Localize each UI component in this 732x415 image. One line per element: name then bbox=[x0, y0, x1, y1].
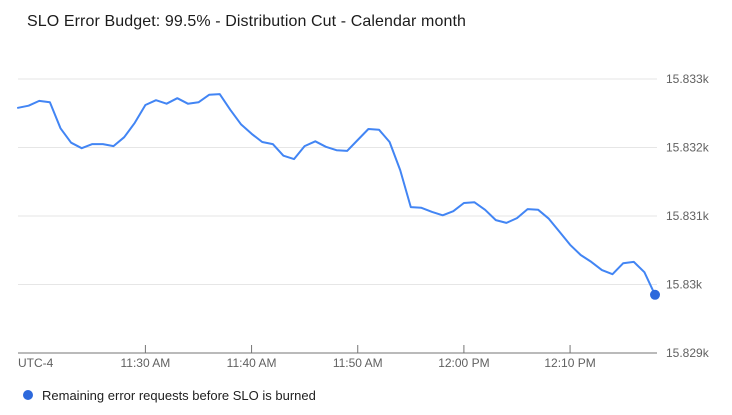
legend-series-dot bbox=[23, 390, 33, 400]
series-end-dot[interactable] bbox=[650, 289, 660, 300]
y-axis-label: 15.83k bbox=[666, 278, 703, 292]
legend-series-label: Remaining error requests before SLO is b… bbox=[42, 387, 316, 403]
x-axis-label: 12:10 PM bbox=[544, 356, 595, 370]
y-axis-label: 15.829k bbox=[666, 346, 710, 360]
x-axis-label: 12:00 PM bbox=[438, 356, 489, 370]
chart-plot-area[interactable]: 15.833k 15.832k 15.831k 15.83k 15.829k 11:30 … bbox=[0, 0, 732, 382]
y-axis-label: 15.832k bbox=[666, 141, 710, 155]
x-axis-label: 11:30 AM bbox=[120, 356, 170, 370]
series-line bbox=[17, 93, 656, 296]
y-axis-label: 15.833k bbox=[666, 72, 710, 86]
chart-title: SLO Error Budget: 99.5% - Distribution C… bbox=[27, 13, 466, 30]
chart-legend[interactable]: Remaining error requests before SLO is b… bbox=[23, 387, 316, 403]
timezone-label: UTC-4 bbox=[18, 356, 54, 370]
y-axis-label: 15.831k bbox=[666, 209, 710, 223]
x-axis-label: 11:40 AM bbox=[227, 356, 277, 370]
x-axis-label: 11:50 AM bbox=[333, 356, 383, 370]
